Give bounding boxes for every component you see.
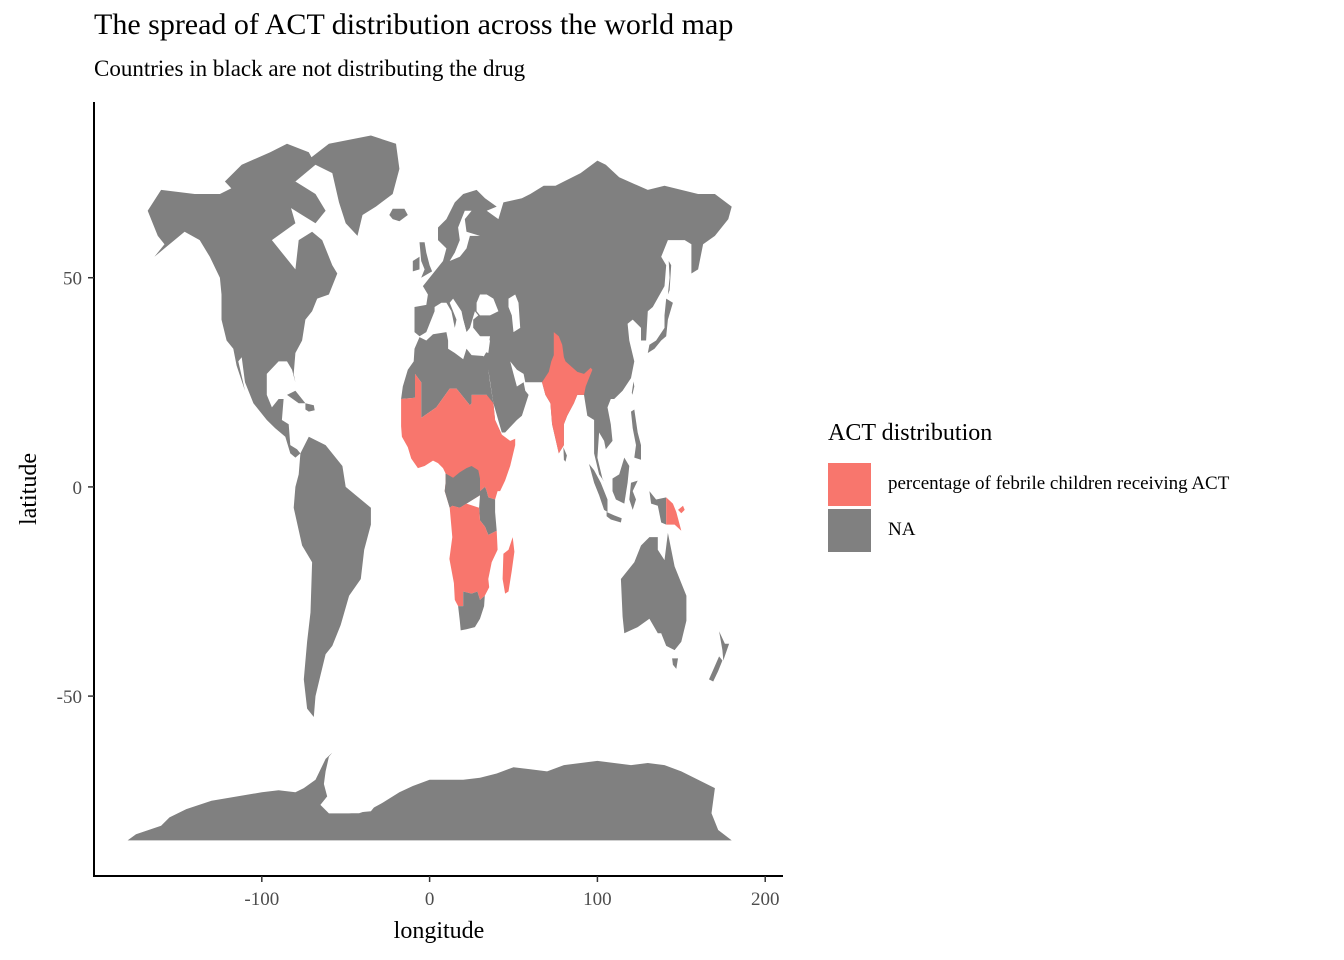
- y-tick-label: 0: [73, 478, 83, 499]
- region-ireland: [412, 256, 420, 272]
- region-canadian-arctic-islands: [224, 143, 316, 194]
- region-weddell-sea: [320, 796, 380, 814]
- region-australia: [620, 532, 687, 651]
- region-caspian-sea: [508, 294, 521, 333]
- region-greenland: [307, 135, 400, 236]
- region-madagascar: [502, 537, 515, 594]
- region-central-africa-no-data: [444, 466, 480, 508]
- y-axis-ticks: 50 0 -50: [57, 269, 94, 708]
- region-north-america: [147, 181, 338, 458]
- region-sakhalin: [667, 261, 672, 295]
- region-northern-africa: [401, 332, 502, 435]
- chart-title: The spread of ACT distribution across th…: [94, 8, 734, 41]
- legend-key-na: [828, 508, 871, 552]
- region-borneo: [612, 457, 630, 504]
- region-new-zealand-north: [719, 631, 730, 661]
- region-cuba: [287, 390, 306, 404]
- legend-label-na: NA: [888, 519, 916, 540]
- x-tick-label: 100: [583, 889, 612, 910]
- legend-item-na: NA: [828, 507, 1229, 553]
- region-south-asia-india: [542, 332, 593, 454]
- x-tick-label: -100: [244, 889, 279, 910]
- map-regions: [127, 135, 732, 841]
- region-sub-saharan-africa-west-central-east: [401, 373, 516, 508]
- region-japan: [647, 298, 673, 353]
- y-tick-label: 50: [63, 269, 82, 290]
- region-antarctica: [127, 752, 732, 841]
- x-tick-label: 0: [425, 889, 435, 910]
- region-south-america: [293, 436, 371, 717]
- legend-key-act: [828, 462, 871, 506]
- region-iceland: [389, 208, 408, 222]
- y-axis-title: latitude: [16, 453, 42, 525]
- region-papua-new-guinea: [666, 497, 682, 531]
- region-taiwan: [631, 381, 635, 395]
- region-southern-africa: [449, 503, 498, 607]
- region-new-zealand-south: [709, 656, 723, 682]
- region-eurasia: [414, 160, 732, 482]
- y-tick-label: -50: [57, 687, 82, 708]
- legend-item-act: percentage of febrile children receiving…: [828, 461, 1229, 507]
- region-new-guinea-west: [649, 491, 667, 525]
- region-baltic-sea: [449, 210, 480, 261]
- region-new-britain: [678, 505, 685, 514]
- region-tasmania: [672, 658, 678, 669]
- region-great-britain: [419, 242, 433, 278]
- chart-subtitle: Countries in black are not distributing …: [94, 56, 526, 81]
- region-sri-lanka: [563, 447, 567, 462]
- region-mediterranean-east: [446, 319, 490, 353]
- region-sumatra: [589, 463, 608, 512]
- region-south-africa: [458, 591, 485, 631]
- region-tanzania-no-data: [479, 486, 497, 535]
- region-sulawesi: [629, 480, 638, 510]
- legend: ACT distribution percentage of febrile c…: [828, 420, 1229, 553]
- legend-title: ACT distribution: [828, 420, 993, 446]
- region-black-sea: [476, 294, 499, 316]
- x-axis-ticks: -100 0 100 200: [244, 876, 779, 910]
- x-axis-title: longitude: [394, 918, 485, 944]
- x-tick-label: 200: [751, 889, 780, 910]
- legend-label-act: percentage of febrile children receiving…: [888, 473, 1230, 494]
- region-java: [606, 512, 622, 523]
- region-philippines: [631, 409, 641, 460]
- region-hispaniola: [305, 403, 315, 412]
- region-baffin-island: [278, 181, 326, 224]
